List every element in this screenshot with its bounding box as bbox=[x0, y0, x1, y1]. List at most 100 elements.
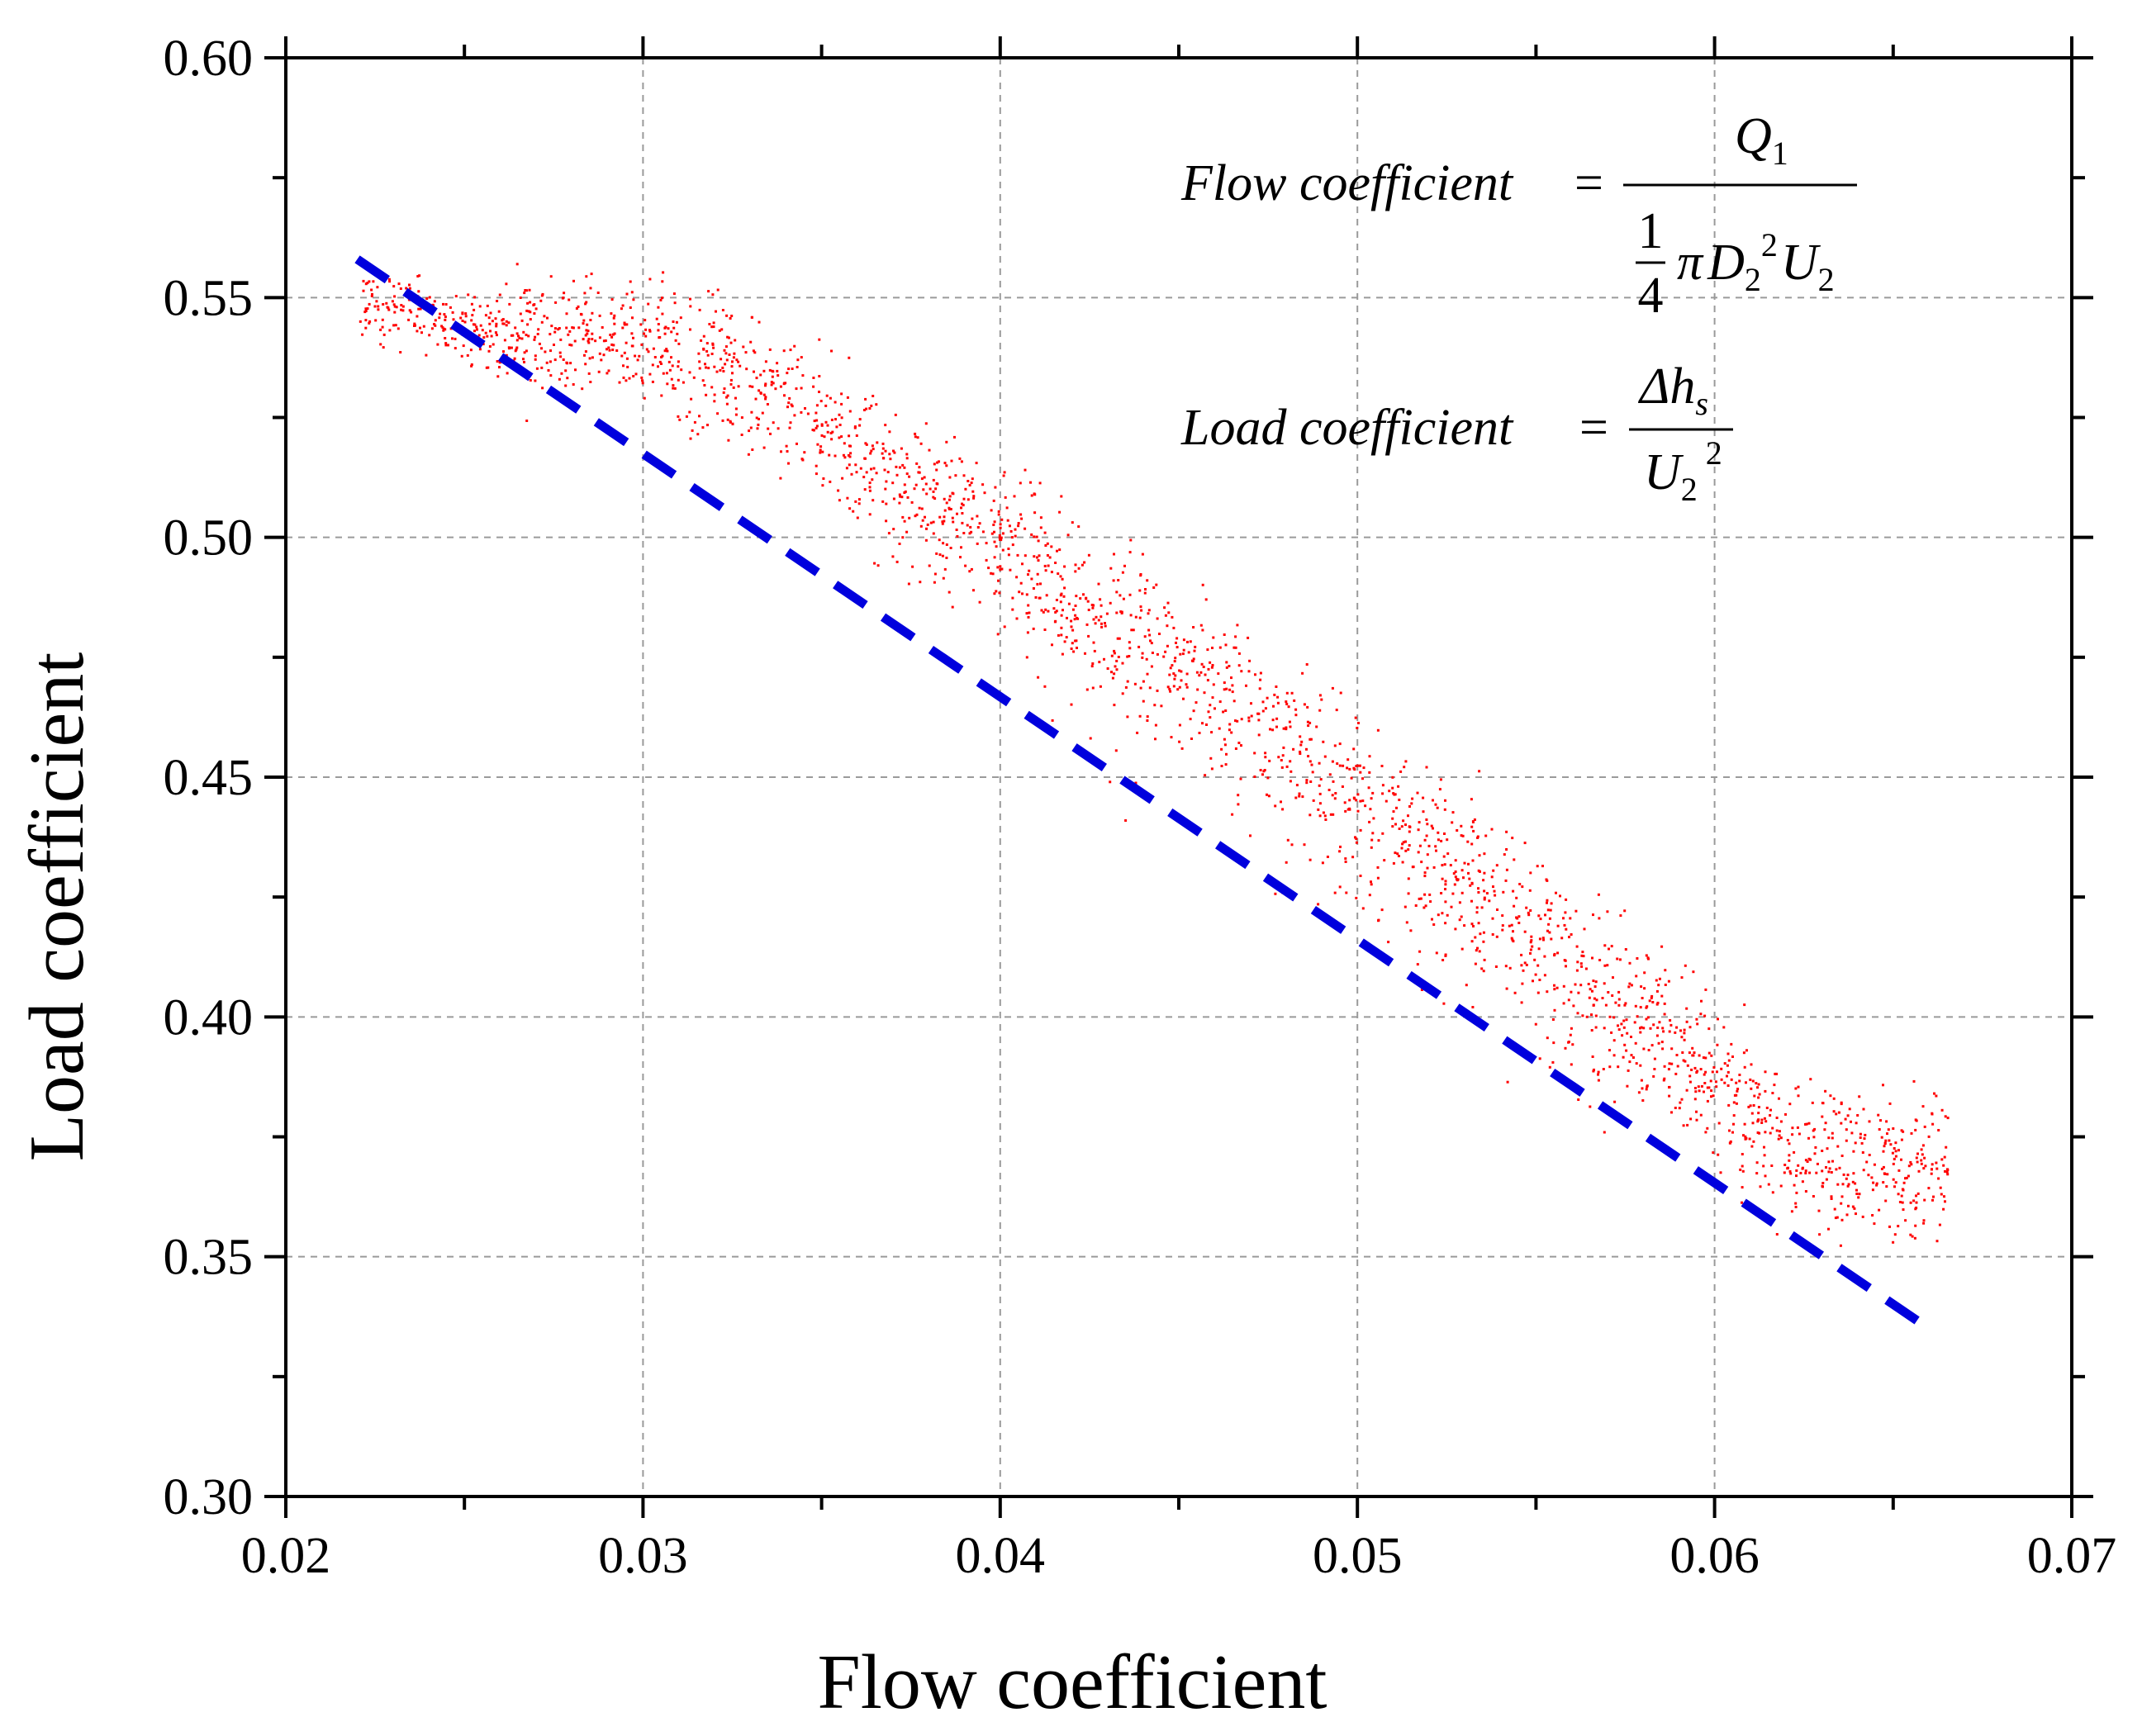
scatter-point bbox=[1398, 799, 1401, 801]
scatter-point bbox=[1454, 875, 1457, 879]
scatter-point bbox=[706, 353, 710, 357]
scatter-point bbox=[1141, 656, 1144, 659]
scatter-point bbox=[753, 351, 757, 354]
scatter-point bbox=[1935, 1094, 1938, 1098]
scatter-point bbox=[1647, 1049, 1650, 1051]
scatter-point bbox=[1834, 1217, 1837, 1220]
scatter-point bbox=[1063, 586, 1066, 590]
scatter-point bbox=[1940, 1158, 1944, 1161]
scatter-point bbox=[1850, 1131, 1854, 1135]
scatter-point bbox=[632, 298, 635, 301]
scatter-point bbox=[1767, 1183, 1770, 1186]
scatter-point bbox=[1269, 728, 1271, 731]
scatter-point bbox=[1105, 612, 1109, 615]
scatter-point bbox=[523, 351, 526, 354]
scatter-point bbox=[1794, 1087, 1798, 1090]
scatter-point bbox=[875, 403, 878, 406]
scatter-point bbox=[377, 305, 380, 308]
scatter-point bbox=[1685, 1020, 1688, 1023]
scatter-point bbox=[1728, 1141, 1731, 1145]
scatter-point bbox=[1840, 1195, 1844, 1198]
scatter-point bbox=[1223, 743, 1227, 747]
scatter-point bbox=[589, 381, 592, 383]
scatter-point bbox=[1547, 923, 1551, 926]
scatter-point bbox=[672, 326, 676, 330]
scatter-point bbox=[1348, 807, 1351, 810]
scatter-point bbox=[1185, 685, 1189, 689]
scatter-point bbox=[901, 536, 905, 539]
scatter-point bbox=[639, 323, 643, 326]
scatter-point bbox=[945, 557, 948, 559]
scatter-point bbox=[1783, 1164, 1787, 1166]
scatter-point bbox=[1194, 645, 1197, 648]
scatter-point bbox=[888, 430, 891, 434]
scatter-point bbox=[1922, 1221, 1926, 1225]
scatter-point bbox=[1321, 861, 1324, 865]
scatter-point bbox=[1394, 823, 1397, 826]
scatter-point bbox=[374, 319, 378, 322]
scatter-point bbox=[648, 372, 652, 376]
scatter-point bbox=[910, 500, 914, 504]
scatter-point bbox=[950, 459, 953, 462]
scatter-point bbox=[1418, 950, 1422, 953]
scatter-point bbox=[1116, 637, 1119, 640]
scatter-point bbox=[1207, 710, 1210, 714]
scatter-point bbox=[1604, 1003, 1608, 1007]
scatter-point bbox=[1237, 794, 1240, 797]
scatter-point bbox=[1682, 1124, 1685, 1127]
scatter-point bbox=[1815, 1171, 1818, 1174]
scatter-point bbox=[1113, 652, 1116, 655]
scatter-point bbox=[1635, 1062, 1638, 1065]
scatter-point bbox=[1261, 709, 1265, 713]
scatter-point bbox=[1598, 959, 1602, 961]
scatter-point bbox=[1483, 898, 1486, 901]
scatter-point bbox=[630, 332, 634, 335]
scatter-point bbox=[1439, 778, 1442, 781]
scatter-point bbox=[1460, 869, 1464, 872]
scatter-point bbox=[441, 326, 444, 330]
scatter-point bbox=[1067, 602, 1071, 605]
scatter-point bbox=[791, 368, 794, 370]
scatter-point bbox=[1920, 1148, 1923, 1151]
scatter-point bbox=[885, 480, 888, 483]
scatter-point bbox=[1376, 728, 1380, 732]
scatter-point bbox=[718, 329, 721, 332]
scatter-point bbox=[1789, 1172, 1793, 1175]
scatter-point bbox=[1764, 1089, 1767, 1093]
scatter-point bbox=[399, 287, 402, 290]
scatter-point bbox=[488, 322, 492, 325]
scatter-point bbox=[916, 436, 919, 439]
scatter-point bbox=[434, 324, 437, 327]
scatter-point bbox=[1280, 800, 1282, 804]
scatter-point bbox=[1848, 1108, 1851, 1111]
scatter-point bbox=[1742, 1134, 1745, 1137]
scatter-point bbox=[723, 387, 726, 391]
scatter-point bbox=[985, 542, 988, 545]
scatter-point bbox=[1892, 1162, 1895, 1165]
scatter-point bbox=[697, 352, 701, 355]
scatter-point bbox=[1861, 1151, 1864, 1154]
scatter-point bbox=[514, 349, 517, 353]
scatter-point bbox=[1491, 933, 1494, 936]
scatter-point bbox=[1176, 688, 1180, 691]
scatter-point bbox=[478, 305, 482, 308]
scatter-point bbox=[905, 457, 909, 460]
scatter-point bbox=[1169, 690, 1172, 693]
scatter-point bbox=[1192, 657, 1195, 661]
scatter-point bbox=[1536, 991, 1540, 994]
scatter-point bbox=[517, 334, 520, 338]
scatter-point bbox=[1301, 795, 1304, 799]
scatter-point bbox=[978, 522, 981, 525]
scatter-point bbox=[1055, 599, 1058, 601]
scatter-point bbox=[1318, 784, 1321, 787]
scatter-point bbox=[777, 374, 780, 377]
scatter-point bbox=[868, 513, 872, 516]
scatter-point bbox=[1419, 897, 1422, 900]
scatter-point bbox=[601, 326, 604, 329]
scatter-point bbox=[1099, 615, 1103, 619]
scatter-point bbox=[942, 576, 945, 580]
scatter-point bbox=[1946, 1173, 1950, 1176]
scatter-point bbox=[846, 496, 849, 500]
scatter-point bbox=[1581, 1014, 1584, 1017]
scatter-point bbox=[1043, 685, 1047, 688]
